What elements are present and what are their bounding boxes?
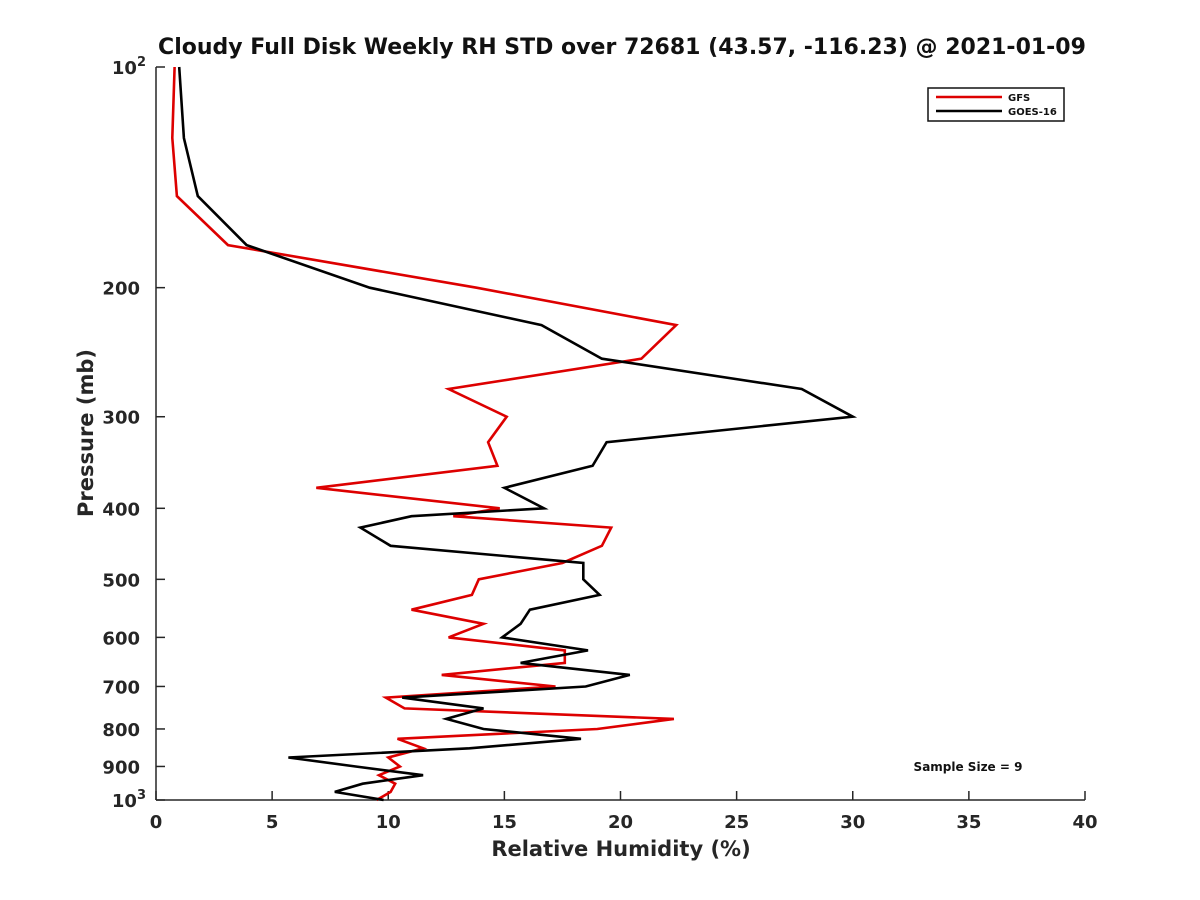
y-tick-label: 700	[102, 677, 140, 698]
y-tick-label: 500	[102, 570, 140, 591]
x-tick-label: 25	[724, 812, 749, 833]
legend-box	[927, 87, 1065, 122]
legend-label: GFS	[1008, 93, 1030, 104]
x-tick-label: 40	[1072, 812, 1097, 833]
y-axis-label: Pressure (mb)	[74, 349, 98, 517]
y-tick-label: 800	[102, 720, 140, 741]
x-tick-label: 0	[150, 812, 163, 833]
series-line-gfs	[170, 66, 679, 802]
series-line-goes-16	[177, 66, 858, 802]
x-tick-label: 15	[492, 812, 517, 833]
x-tick-label: 20	[608, 812, 633, 833]
y-tick-label: 200	[102, 279, 140, 300]
sample-size-annotation: Sample Size = 9	[914, 760, 1023, 774]
y-tick-label: 103	[112, 788, 146, 812]
y-tick-label: 600	[102, 628, 140, 649]
x-tick-label: 10	[376, 812, 401, 833]
legend-label: GOES-16	[1008, 107, 1057, 118]
legend: GFS GOES-16	[927, 87, 1065, 122]
x-axis-label: Relative Humidity (%)	[491, 837, 750, 861]
y-tick-label: 400	[102, 499, 140, 520]
plot-area: 0 5 10 15 20 25 30 35 40 102 200 300 400 500 600 700 800…	[102, 55, 1097, 833]
y-tick-label: 900	[102, 757, 140, 778]
chart-title: Cloudy Full Disk Weekly RH STD over 7268…	[158, 35, 1086, 60]
x-tick-label: 35	[956, 812, 981, 833]
x-tick-label: 30	[840, 812, 865, 833]
y-tick-label: 102	[112, 55, 146, 79]
x-tick-label: 5	[266, 812, 279, 833]
y-tick-label: 300	[102, 408, 140, 429]
